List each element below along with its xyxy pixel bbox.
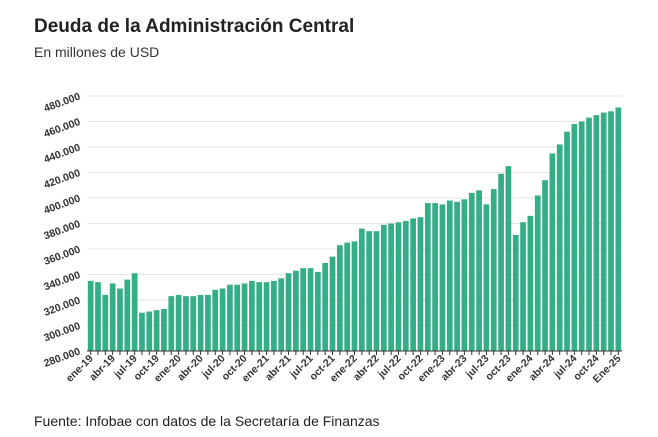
bar (476, 190, 482, 351)
bar (600, 112, 607, 351)
bar (395, 222, 402, 351)
chart-title: Deuda de la Administración Central (34, 16, 355, 37)
bar (278, 278, 285, 351)
bar (483, 204, 490, 352)
bar (373, 231, 380, 351)
bar (109, 283, 116, 351)
bar (564, 131, 570, 351)
bar (315, 271, 321, 351)
bar (168, 296, 175, 351)
bar (102, 294, 109, 351)
bar (512, 234, 519, 351)
bar (146, 311, 153, 351)
y-tick-label: 460.000 (42, 116, 82, 140)
bar (534, 195, 541, 351)
bar (153, 310, 160, 351)
chart-subtitle: En millones de USD (34, 44, 160, 60)
bars (87, 107, 622, 352)
bar (307, 268, 314, 352)
y-tick-label: 360.000 (42, 243, 82, 267)
bar (505, 166, 512, 352)
y-tick-label: 480.000 (42, 90, 82, 114)
bar (498, 173, 504, 351)
bar (205, 294, 211, 351)
bar (241, 283, 248, 351)
bar (212, 289, 219, 351)
bar (87, 280, 94, 352)
y-tick-label: 380.000 (42, 218, 82, 242)
bar (344, 242, 351, 352)
x-axis: ene-19abr-19jul-19oct-19ene-20abr-20jul-… (64, 350, 624, 385)
bar (402, 220, 409, 351)
bar (161, 308, 167, 351)
bar (124, 279, 131, 351)
bar (468, 192, 475, 351)
y-axis: 280.000300.000320.000340.000360.000380.0… (42, 90, 82, 369)
bar (219, 288, 226, 351)
bar (439, 204, 446, 352)
bar (571, 124, 578, 351)
bar (380, 224, 387, 351)
y-tick-label: 300.000 (42, 320, 82, 344)
bar (139, 312, 145, 351)
bar (329, 256, 336, 351)
bar (388, 223, 395, 351)
bar (578, 121, 585, 351)
y-tick-label: 340.000 (42, 269, 82, 293)
y-tick-label: 400.000 (42, 192, 82, 216)
bar (249, 280, 255, 352)
bar (556, 144, 563, 351)
bar (322, 263, 329, 351)
y-tick-label: 320.000 (42, 294, 82, 318)
bar (234, 284, 241, 351)
bar (549, 153, 556, 352)
bar (454, 201, 460, 351)
bar (424, 203, 431, 351)
bar (490, 189, 497, 351)
bar (293, 270, 299, 351)
bar (432, 203, 438, 351)
bar (527, 215, 534, 351)
bar (336, 245, 343, 351)
bar (366, 231, 373, 351)
bar (410, 218, 416, 351)
bar (586, 117, 592, 351)
bar (358, 228, 365, 351)
bar (542, 180, 548, 351)
bar (417, 217, 424, 352)
bar (593, 115, 600, 352)
bar (190, 296, 197, 351)
bar (227, 284, 233, 351)
bar (351, 241, 358, 351)
bar (197, 294, 204, 351)
bar (117, 288, 123, 351)
bar (608, 111, 614, 351)
bar (131, 273, 138, 351)
bar (300, 268, 307, 352)
bar (175, 294, 182, 351)
chart-source: Fuente: Infobae con datos de la Secretar… (34, 413, 380, 429)
bar (520, 222, 526, 351)
bar (271, 280, 277, 352)
y-tick-label: 440.000 (42, 141, 82, 165)
y-tick-label: 420.000 (42, 167, 82, 191)
bar (461, 199, 468, 351)
bar (183, 296, 189, 351)
bar (285, 273, 292, 351)
bar (256, 282, 263, 351)
bar (263, 282, 270, 351)
bar (95, 282, 101, 351)
bar (446, 200, 453, 351)
bar (615, 107, 622, 351)
